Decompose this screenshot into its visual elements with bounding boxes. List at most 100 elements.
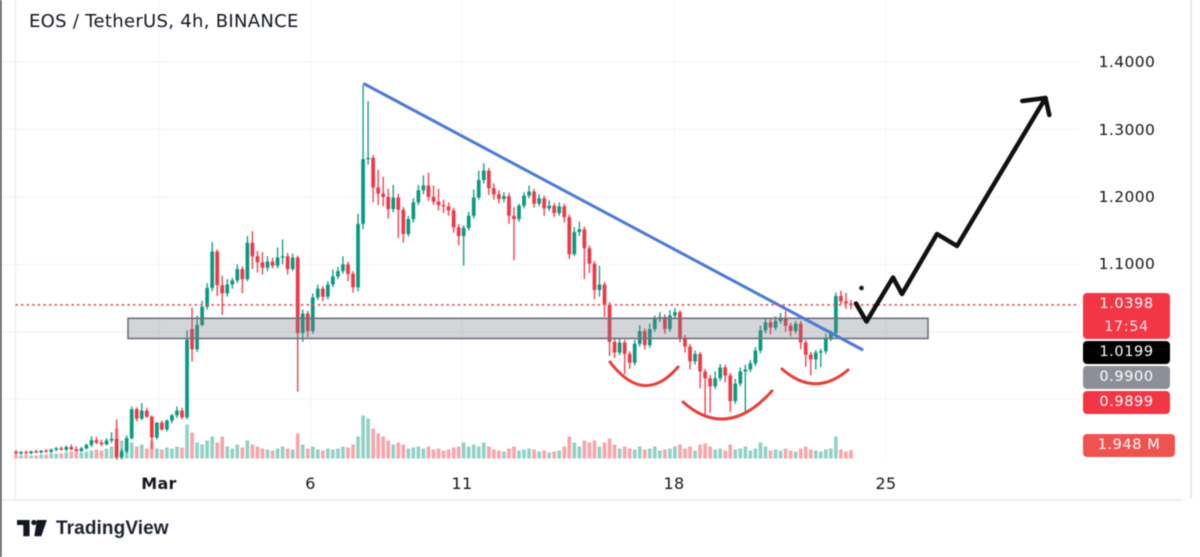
volume-bar xyxy=(89,450,94,459)
volume-bar xyxy=(59,453,64,459)
candle-body xyxy=(446,206,451,211)
volume-bar xyxy=(698,444,702,459)
volume-bar xyxy=(532,449,536,459)
volume-bar xyxy=(185,424,189,459)
candle-body xyxy=(778,318,783,321)
volume-bar xyxy=(713,449,717,459)
symbol-title[interactable]: EOS / TetherUS, 4h, BINANCE xyxy=(29,11,299,32)
accumulation-arc[interactable] xyxy=(681,389,774,421)
volume-bar xyxy=(753,448,758,459)
candle-body xyxy=(481,170,486,181)
candle-body xyxy=(315,288,320,298)
candle-body xyxy=(39,450,43,453)
candle-body xyxy=(441,205,446,207)
logo-glyph-dot xyxy=(31,520,37,526)
candle-body xyxy=(582,229,587,249)
volume-bar xyxy=(637,446,642,459)
candle-body xyxy=(622,342,627,354)
volume-bar xyxy=(793,451,798,459)
candle-body xyxy=(652,318,657,330)
volume-bar xyxy=(280,446,285,459)
candle-body xyxy=(351,273,355,288)
volume-bar xyxy=(824,449,828,459)
candle-body xyxy=(592,263,597,290)
accumulation-arc[interactable] xyxy=(780,367,850,386)
candle-body xyxy=(215,251,220,286)
candle-body xyxy=(512,215,516,220)
volume-bar xyxy=(129,442,134,459)
volume-bar xyxy=(195,442,199,459)
volume-bar xyxy=(572,442,577,459)
volume-bar xyxy=(758,442,763,459)
candle-body xyxy=(406,219,411,235)
candle-body xyxy=(798,323,803,343)
candle-body xyxy=(124,438,129,452)
badge-value: 1.0199 xyxy=(1099,344,1154,361)
volume-bar xyxy=(557,450,562,459)
descending-trendline[interactable] xyxy=(363,82,864,351)
candle-body xyxy=(280,256,285,258)
candle-body xyxy=(89,440,94,445)
volume-bar xyxy=(743,446,748,459)
volume-bar xyxy=(829,448,833,459)
candle-body xyxy=(537,198,541,204)
volume-bar xyxy=(663,449,667,459)
candle-body xyxy=(99,442,104,445)
candle-body xyxy=(763,322,768,331)
tradingview-watermark-text: TradingView xyxy=(56,518,169,539)
candle-body xyxy=(834,296,838,334)
accumulation-arc[interactable] xyxy=(608,360,680,387)
volume-bar xyxy=(728,444,733,459)
projection-arrow[interactable] xyxy=(853,95,1048,324)
candle-body xyxy=(688,346,692,362)
volume-bar xyxy=(451,447,456,459)
candle-body xyxy=(185,339,189,418)
candle-body xyxy=(552,205,557,214)
volume-bar xyxy=(461,442,466,459)
volume-bar xyxy=(24,454,28,459)
volume-bar xyxy=(587,442,592,459)
badge-countdown: 17:54 xyxy=(1104,319,1149,336)
candle-body xyxy=(64,446,69,450)
projection-arrow-head[interactable] xyxy=(1020,95,1052,118)
volume-bar xyxy=(788,450,793,459)
volume-bar xyxy=(265,449,270,459)
candle-body xyxy=(386,196,391,210)
candle-body xyxy=(411,202,416,220)
volume-bar xyxy=(527,448,531,459)
volume-bar xyxy=(647,448,652,459)
volume-bar xyxy=(401,444,406,459)
candle-body xyxy=(562,206,567,218)
volume-bar xyxy=(326,448,330,459)
volume-bar xyxy=(190,432,194,459)
volume-bar xyxy=(270,450,275,459)
volume-bar xyxy=(290,449,295,459)
volume-bar xyxy=(300,444,305,459)
candle-body xyxy=(471,197,476,216)
volume-bar xyxy=(466,446,471,459)
tradingview-watermark[interactable]: TradingView xyxy=(17,518,169,540)
candle-body xyxy=(547,205,552,209)
volume-bar xyxy=(295,433,300,459)
price-badge-last-price: 1.0398 17:54 xyxy=(1083,293,1170,340)
candle-body xyxy=(195,324,199,350)
volume-bar xyxy=(426,446,431,459)
volume-bar xyxy=(778,450,783,459)
volume-bar xyxy=(54,453,59,459)
support-zone-box[interactable] xyxy=(127,317,929,340)
price-badge-alert: 0.9899 xyxy=(1083,391,1170,415)
candle-body xyxy=(718,367,723,379)
candle-body xyxy=(44,450,49,452)
candle-body xyxy=(336,271,340,277)
volume-bar xyxy=(49,453,54,459)
volume-bar xyxy=(109,446,114,459)
candle-body xyxy=(305,313,310,332)
candle-body xyxy=(668,315,672,330)
volume-bar xyxy=(592,440,597,459)
candle-body xyxy=(617,342,622,353)
candle-body xyxy=(723,367,728,376)
volume-bar xyxy=(763,446,768,459)
candle-body xyxy=(69,446,74,450)
volume-bar xyxy=(170,448,174,459)
